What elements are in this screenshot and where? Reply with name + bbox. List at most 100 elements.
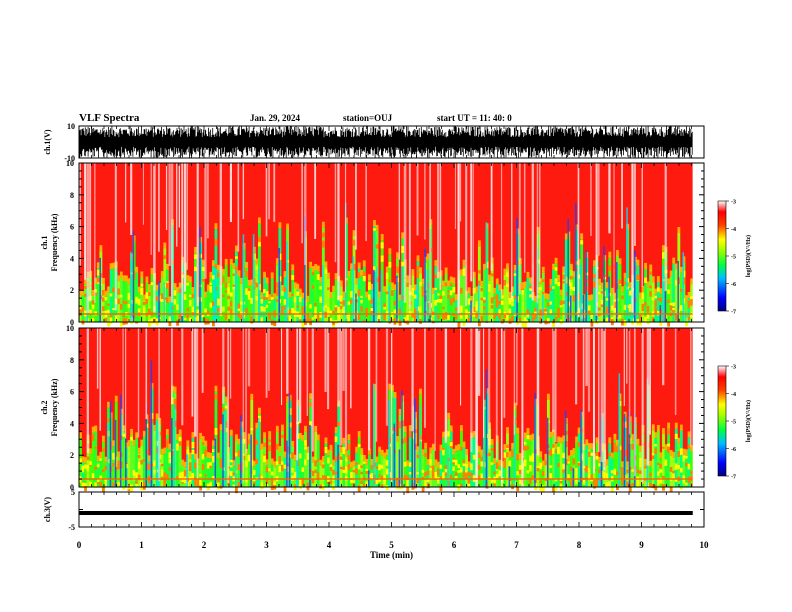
spec-cell [96,478,100,482]
spec-cell [96,328,99,389]
spec-cell [639,451,642,487]
spec-cell [518,464,522,470]
spec-cell [575,467,578,474]
spec-cell [281,430,284,487]
spec-cell [163,242,167,249]
spec-cell [383,475,387,481]
spec-cell [621,286,625,293]
spec-cell [327,287,330,291]
spec-cell [89,163,92,302]
spec-cell [314,425,318,432]
spec-cell [260,292,264,299]
spec-cell [662,265,664,322]
spec-cell [406,313,410,321]
spec-cell [260,317,264,323]
spec-cell [649,291,653,297]
spec-cell [511,448,515,487]
spec-cell [94,431,98,487]
spec-cell [286,440,288,487]
spec-cell [109,401,112,487]
spec-cell [506,314,509,321]
spec-cell [641,328,644,484]
spec-cell [373,228,376,231]
spec-cell [674,479,678,482]
spec-cell [483,399,485,487]
spec-cell [467,471,471,477]
spec-cell [209,452,213,459]
spec-cell [81,482,85,489]
spec-cell [590,315,594,320]
spec-cell [81,306,85,312]
spec-cell [552,429,555,436]
spec-cell [562,467,566,473]
spec-cell [639,317,642,322]
spec-cell [367,294,371,301]
spec-cell [649,271,653,275]
spec-cell [616,262,618,322]
spec-cell [268,294,272,301]
spec-cell [370,465,374,470]
spec-cell [656,282,660,322]
spec-cell [94,446,98,449]
spec-cell [490,478,494,483]
spec-cell [275,288,279,296]
spec-cell [421,486,425,492]
spec-cell [516,454,520,461]
spec-cell [600,299,604,305]
spec-cell [664,163,667,292]
spec-cell [465,314,469,320]
x-tick-label: 8 [577,540,582,550]
spec-cell [327,479,330,484]
spec-cell [631,434,635,441]
spec-cell [633,328,636,477]
spec-cell [444,312,448,319]
spec-cell [385,485,389,490]
spec-cell [552,448,555,454]
spec-cell [107,418,110,422]
spec-cell [112,463,116,467]
x-tick-label: 3 [264,540,269,550]
spec-cell [283,485,287,492]
spec-cell [319,286,323,290]
spec-cell [654,307,658,314]
spec-cell [316,271,320,322]
spec-cell [567,474,571,479]
spec-cell [265,304,269,308]
spec-cell [370,289,374,322]
spec-cell [431,470,435,475]
spec-cell [365,307,369,315]
spec-cell [79,296,82,322]
spec-cell [242,438,246,444]
spec-cell [183,163,187,292]
spec-cell [245,262,249,269]
spec-cell [148,455,151,462]
spec-cell [690,451,694,487]
spec-cell [135,438,139,487]
spec-cell [685,455,688,487]
spec-cell [291,264,295,271]
spec-cell [94,466,98,470]
spec-cell [587,295,591,302]
spec-cell [339,300,343,304]
spec-cell [685,311,687,322]
spec-cell [327,457,330,464]
spec-cell [102,486,105,492]
spec-cell [506,272,509,277]
spec-cell [398,449,401,487]
spec-cell [546,417,549,487]
spec-cell [385,468,389,475]
spec-cell [357,485,361,492]
spec-cell [334,305,338,308]
spec-cell [258,407,261,414]
spec-cell [102,283,105,322]
spec-cell [229,258,233,265]
spec-cell [480,455,484,487]
spec-cell [521,290,525,295]
spec-cell [454,445,458,452]
spec-cell [245,480,249,483]
spec-cell [176,319,180,326]
spec-cell [539,286,543,291]
spec-cell [385,460,389,466]
spec-cell [641,304,645,312]
spec-cell [674,263,678,270]
